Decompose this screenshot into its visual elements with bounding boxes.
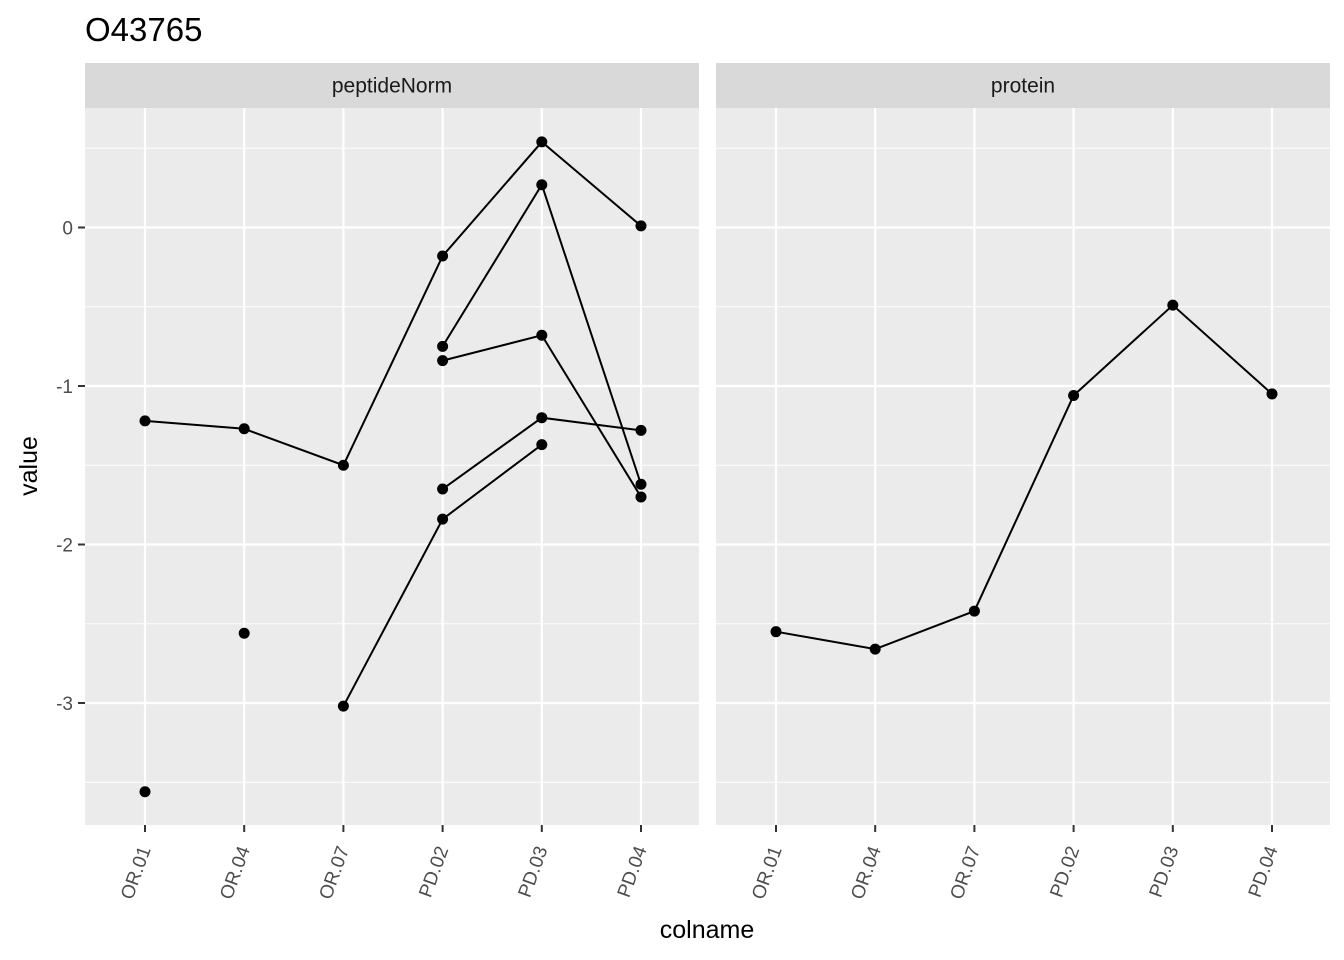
- strip-label-peptideNorm: peptideNorm: [332, 75, 452, 98]
- data-point: [337, 700, 349, 712]
- y-axis: 0 -1 -2 -3: [56, 219, 85, 715]
- data-point: [635, 478, 647, 490]
- data-point: [437, 483, 449, 495]
- series-peptideNorm-5: [139, 786, 151, 798]
- data-point: [635, 220, 647, 232]
- data-point: [635, 424, 647, 436]
- x-axis-title: colname: [660, 916, 755, 944]
- series-peptideNorm-6: [238, 627, 250, 639]
- data-point: [770, 626, 782, 638]
- y-axis-title: value: [15, 436, 43, 496]
- data-point: [635, 491, 647, 503]
- series-line: [144, 140, 642, 467]
- panel-background: [85, 108, 699, 825]
- y-tick-label: -3: [56, 694, 73, 715]
- series-peptideNorm-0: [139, 136, 647, 471]
- data-point: [536, 329, 548, 341]
- data-point: [1068, 390, 1080, 402]
- y-tick-label: -2: [56, 536, 73, 557]
- data-point: [536, 136, 548, 148]
- data-point: [536, 412, 548, 424]
- data-point: [139, 786, 151, 798]
- data-point: [139, 415, 151, 427]
- panel-background: [716, 108, 1330, 825]
- data-point: [1266, 388, 1278, 400]
- data-point: [437, 355, 449, 367]
- data-point: [437, 340, 449, 352]
- data-point: [968, 605, 980, 617]
- data-point: [536, 179, 548, 191]
- series-peptideNorm-2: [437, 329, 647, 503]
- series-protein-0: [770, 299, 1278, 655]
- data-point: [337, 459, 349, 471]
- strip-peptideNorm: [85, 63, 699, 108]
- series-line: [775, 303, 1273, 651]
- data-point: [238, 627, 250, 639]
- series-peptideNorm-3: [437, 412, 647, 495]
- strip-label-protein: protein: [991, 75, 1055, 98]
- series-peptideNorm-4: [337, 439, 548, 712]
- series-peptideNorm-1: [437, 179, 647, 490]
- data-point: [437, 513, 449, 525]
- data-point: [238, 423, 250, 435]
- data-point: [437, 250, 449, 262]
- data-point: [536, 439, 548, 451]
- data-point: [1167, 299, 1179, 311]
- strip-protein: [716, 63, 1330, 108]
- chart-title: O43765: [85, 11, 202, 48]
- data-point: [869, 643, 881, 655]
- y-tick-label: -1: [56, 377, 73, 398]
- y-tick-label: 0: [62, 219, 73, 240]
